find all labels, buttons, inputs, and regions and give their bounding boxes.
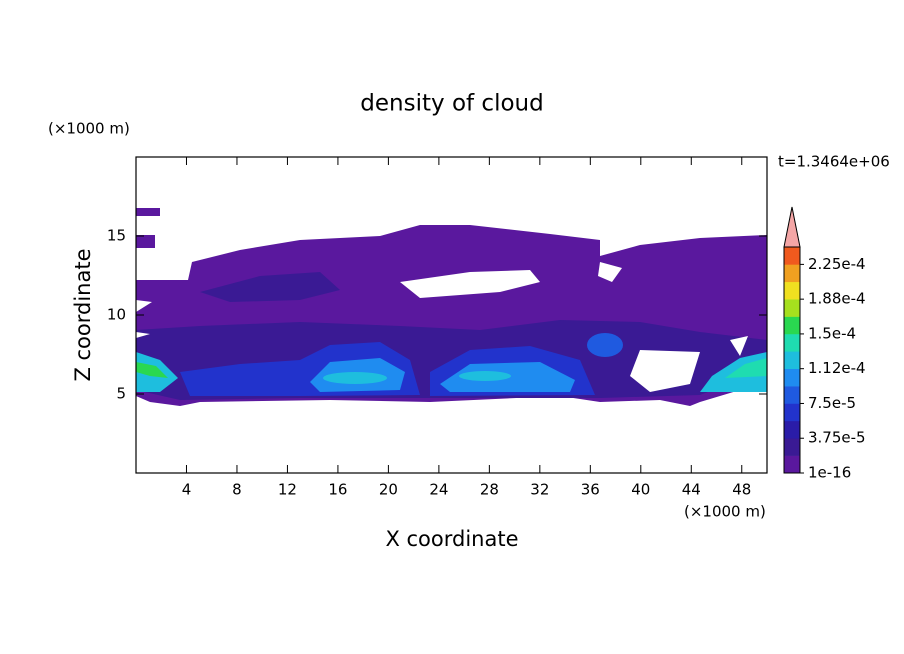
colorbar-tick-label: 1.5e-4 — [808, 324, 856, 342]
colorbar-extend — [783, 206, 801, 248]
y-tick-label: 5 — [116, 385, 126, 403]
colorbar-band — [784, 281, 800, 300]
colorbar-band — [784, 299, 800, 317]
contour-hole — [730, 336, 748, 356]
colorbar-tick-label: 3.75e-5 — [808, 429, 866, 447]
x-tick-label: 8 — [232, 481, 242, 499]
contour-region — [136, 362, 168, 378]
colorbar-tick-label: 1.88e-4 — [808, 290, 866, 308]
x-axis-label: X coordinate — [385, 527, 518, 551]
x-tick-label: 32 — [530, 481, 549, 499]
contour-hole — [136, 300, 152, 312]
chart-title: density of cloud — [360, 91, 543, 117]
colorbar-band — [784, 455, 800, 474]
x-tick-label: 40 — [631, 481, 650, 499]
x-tick-label: 16 — [328, 481, 347, 499]
x-tick-label: 4 — [182, 481, 192, 499]
colorbar-band — [784, 438, 800, 456]
x-tick-label: 24 — [429, 481, 448, 499]
contour-region — [725, 358, 767, 378]
contour-hole — [400, 270, 540, 298]
y-axis-label: Z coordinate — [71, 248, 95, 381]
x-unit: (×1000 m) — [684, 503, 766, 521]
y-tick-label: 10 — [107, 306, 126, 324]
x-tick-label: 36 — [581, 481, 600, 499]
colorbar-band — [784, 386, 800, 404]
x-tick-label: 44 — [682, 481, 701, 499]
contour-field — [136, 208, 767, 406]
colorbar-band — [784, 420, 800, 439]
contour-region — [323, 372, 387, 384]
x-tick-label: 12 — [278, 481, 297, 499]
contour-hole — [598, 262, 622, 282]
contour-region — [700, 352, 767, 392]
y-tick-label: 15 — [107, 227, 126, 245]
colorbar-band — [784, 247, 800, 265]
contour-region — [136, 208, 160, 216]
colorbar-band — [784, 316, 800, 335]
colorbar-band — [784, 368, 800, 387]
time-label: t=1.3464e+06 — [778, 153, 890, 171]
colorbar-tick-label: 1e-16 — [808, 464, 851, 482]
colorbar-band — [784, 333, 800, 352]
x-tick-label: 20 — [379, 481, 398, 499]
x-tick-label: 48 — [732, 481, 751, 499]
contour-hole — [136, 332, 150, 338]
colorbar-tick-label: 1.12e-4 — [808, 359, 866, 377]
colorbar-band — [784, 264, 800, 283]
colorbar-frame — [783, 246, 801, 474]
contour-region — [200, 272, 340, 302]
contour-hole — [630, 350, 700, 392]
contour-region — [587, 333, 623, 357]
contour-region — [459, 371, 511, 381]
colorbar-tick-label: 7.5e-5 — [808, 394, 856, 412]
colorbar-tick-label: 2.25e-4 — [808, 255, 866, 273]
y-unit: (×1000 m) — [48, 120, 130, 138]
x-tick-label: 28 — [480, 481, 499, 499]
colorbar-band — [784, 403, 800, 422]
contour-region — [136, 235, 155, 248]
colorbar-band — [784, 351, 800, 369]
